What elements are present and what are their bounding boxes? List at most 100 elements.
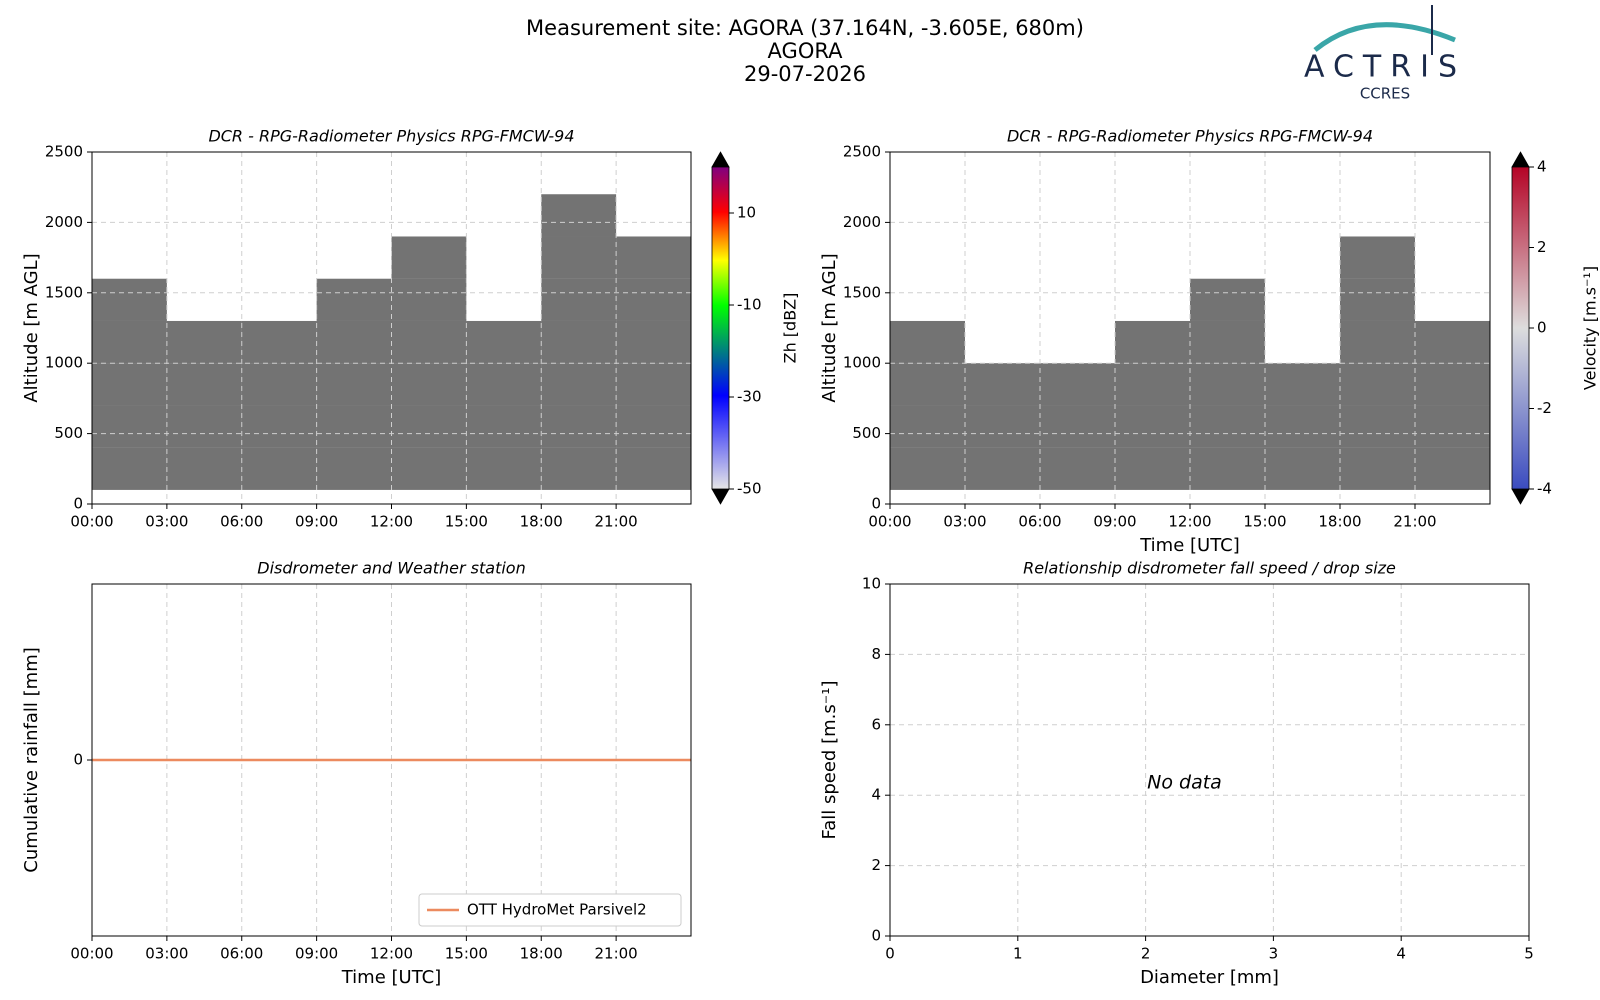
panel: Disdrometer and Weather station 00:00 03:0…: [21, 559, 692, 988]
logo-arc: [1313, 22, 1456, 52]
heatmap-cell: [965, 447, 1040, 490]
heatmap-cell: [166, 405, 242, 448]
x-tick-label: 03:00: [145, 513, 188, 531]
colorbar-tick-label: 2: [1537, 238, 1547, 256]
panel: Relationship disdrometer fall speed / dr…: [819, 559, 1534, 989]
colorbar-tick-label: 4: [1537, 158, 1547, 176]
y-tick-label: 500: [852, 424, 881, 442]
y-tick-label: 2000: [45, 213, 83, 231]
colorbar-tick-label: -10: [737, 296, 762, 314]
heatmap-cell: [316, 363, 392, 406]
plot-frame: [889, 583, 1530, 937]
heatmap-cell: [241, 363, 317, 406]
header-title: Measurement site: AGORA (37.164N, -3.605…: [526, 16, 1084, 40]
panel-title: Disdrometer and Weather station: [257, 559, 525, 578]
x-tick-label: 03:00: [943, 513, 986, 531]
y-tick-label: 4: [871, 786, 881, 804]
heatmap-cell: [1340, 320, 1415, 364]
heatmap-cell: [1115, 447, 1190, 490]
y-axis-label: Altitude [m AGL]: [21, 253, 42, 402]
colorbar-tick-label: 0: [1537, 319, 1547, 337]
heatmap-cell: [466, 405, 542, 448]
y-tick-label: 1500: [45, 283, 83, 301]
heatmap-cell: [92, 278, 167, 321]
heatmap-cell: [890, 447, 965, 490]
x-tick-label: 5: [1524, 945, 1534, 963]
x-tick-label: 21:00: [595, 513, 638, 531]
colorbar-label: Velocity [m.s⁻¹]: [1581, 266, 1600, 390]
y-axis-label: Fall speed [m.s⁻¹]: [819, 681, 840, 840]
heatmap-cell: [541, 405, 617, 448]
heatmap-cell: [466, 363, 542, 406]
heatmap-cell: [1340, 278, 1415, 321]
heatmap-cell: [1190, 320, 1265, 364]
y-tick-label: 10: [862, 575, 881, 593]
heatmap-cell: [92, 320, 167, 364]
x-tick-label: 18:00: [1318, 513, 1361, 531]
panel: DCR - RPG-Radiometer Physics RPG-FMCW-94…: [21, 127, 800, 531]
heatmap-cell: [316, 405, 392, 448]
heatmap-cell: [890, 320, 965, 364]
colorbar-extend: [711, 488, 730, 505]
logo: ACTRIS CCRES: [1304, 5, 1466, 103]
x-tick-label: 06:00: [220, 513, 263, 531]
x-tick-label: 12:00: [1168, 513, 1211, 531]
heatmap-cell: [1265, 447, 1340, 490]
x-axis-label: Time [UTC]: [341, 967, 442, 988]
heatmap-cell: [1415, 447, 1490, 490]
heatmap-cell: [616, 320, 691, 364]
heatmap-cell: [1415, 363, 1490, 406]
heatmap-cell: [166, 363, 242, 406]
panel-title: Relationship disdrometer fall speed / dr…: [1023, 559, 1396, 578]
y-tick-label: 2: [871, 856, 881, 874]
heatmap-cell: [1340, 236, 1415, 279]
heatmap-cell: [316, 320, 392, 364]
x-tick-label: 1: [1013, 945, 1023, 963]
heatmap-cell: [1040, 363, 1115, 406]
heatmap-cell: [92, 363, 167, 406]
heatmap-cell: [541, 236, 617, 279]
y-tick-label: 1000: [45, 354, 83, 372]
x-tick-label: 15:00: [445, 945, 488, 963]
x-tick-label: 15:00: [1243, 513, 1286, 531]
x-axis-label: Time [UTC]: [1139, 535, 1240, 556]
x-tick-label: 09:00: [1093, 513, 1136, 531]
y-tick-label: 2500: [45, 143, 83, 161]
logo-text: ACTRIS: [1304, 50, 1466, 85]
heatmap-cell: [1190, 447, 1265, 490]
heatmap-cell: [1040, 405, 1115, 448]
heatmap-cell: [1115, 320, 1190, 364]
heatmap-cell: [1040, 447, 1115, 490]
heatmap-cell: [391, 236, 467, 279]
x-tick-label: 06:00: [220, 945, 263, 963]
heatmap-cell: [541, 278, 617, 321]
heatmap-cell: [316, 447, 392, 490]
heatmap-cell: [1265, 405, 1340, 448]
plot-frame: [91, 583, 692, 937]
heatmap-cell: [541, 194, 617, 237]
heatmap-cell: [1415, 320, 1490, 364]
heatmap-cell: [616, 447, 691, 490]
x-tick-label: 18:00: [520, 945, 563, 963]
legend-label: OTT HydroMet Parsivel2: [467, 901, 647, 919]
heatmap-cell: [890, 405, 965, 448]
y-tick-label: 1500: [843, 283, 881, 301]
legend: [418, 893, 682, 927]
y-tick-label: 6: [871, 715, 881, 733]
annotation: No data: [1147, 772, 1222, 794]
y-tick-label: 8: [871, 645, 881, 663]
heatmap-cell: [391, 363, 467, 406]
header-title: AGORA: [768, 39, 844, 63]
y-tick-label: 2000: [843, 213, 881, 231]
y-tick-label: 0: [871, 927, 881, 945]
x-axis-label: Diameter [mm]: [1140, 967, 1279, 988]
x-tick-label: 06:00: [1018, 513, 1061, 531]
heatmap-cell: [1340, 405, 1415, 448]
x-tick-label: 2: [1141, 945, 1151, 963]
y-tick-label: 0: [73, 495, 83, 513]
x-tick-label: 15:00: [445, 513, 488, 531]
colorbar-tick-label: -2: [1537, 399, 1552, 417]
x-tick-label: 03:00: [145, 945, 188, 963]
colorbar-extend: [1511, 488, 1530, 505]
